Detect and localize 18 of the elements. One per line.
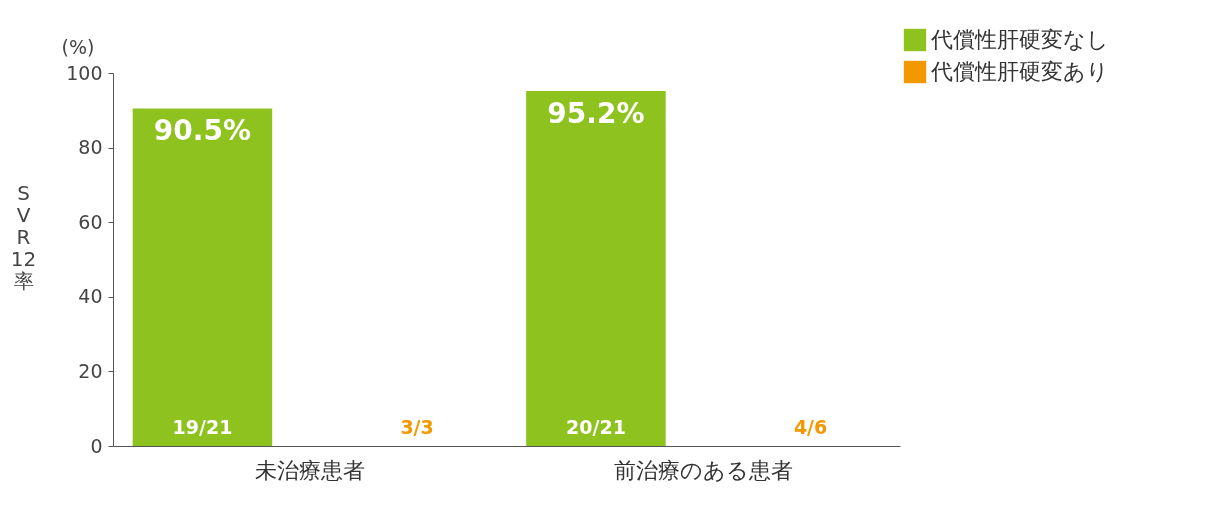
y-tick-label: 100 [66,61,103,84]
y-tick-label: 0 [90,434,103,457]
data-label: 90.5% [153,114,251,148]
y-tick-label: 40 [78,285,103,308]
legend-label: 代償性肝硬変あり [930,59,1109,84]
text: (%) [61,36,95,58]
y-tick-label: 80 [78,136,103,159]
text: 4/6 [793,416,828,438]
legend-label: 代償性肝硬変なし [930,27,1109,52]
y-tick-label: 60 [78,210,103,233]
annotation: 20/21 [566,416,626,438]
y-axis-title: SVR12率 [10,180,37,293]
data-label: 95.2% [547,96,645,130]
y-tick-label: 20 [78,359,103,382]
text: 3/3 [400,416,434,438]
x-tick-label: 前治療のある患者 [613,457,793,483]
x-tick-label: 未治療患者 [254,457,365,483]
annotation: 19/21 [172,416,233,438]
